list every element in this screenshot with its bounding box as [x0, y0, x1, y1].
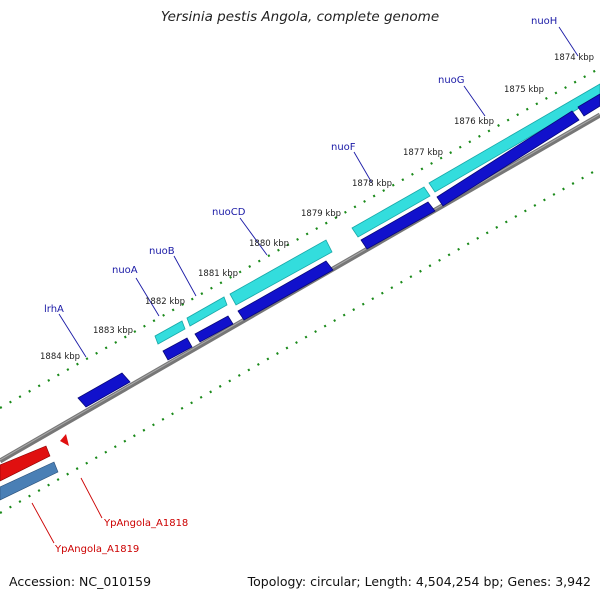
gene-label-lrhA: lrhA: [44, 304, 64, 315]
gene-nuoB-forward: [186, 296, 228, 327]
tick-label-1880: 1880 kbp: [249, 239, 289, 249]
gene-nuoG-block: [436, 110, 580, 207]
map-title: Yersinia pestis Angola, complete genome: [160, 9, 440, 25]
gene-YpAngola_A1819-red: [0, 445, 51, 482]
gene-label-nuoG: nuoG: [438, 75, 465, 86]
tick-label-1878: 1878 kbp: [352, 179, 392, 189]
outer-tick-ring: [0, 67, 600, 409]
gene-label-nuoA: nuoA: [112, 265, 138, 276]
tick-label-1884: 1884 kbp: [40, 352, 80, 362]
tick-label-1881: 1881 kbp: [198, 269, 238, 279]
gene-label-YpAngola_A1819: YpAngola_A1819: [54, 544, 139, 555]
gene-label-nuoF: nuoF: [331, 142, 356, 153]
tick-label-1874: 1874 kbp: [554, 53, 594, 63]
gene-label-nuoH: nuoH: [531, 16, 557, 27]
gene-nuoB-block: [194, 315, 234, 343]
kbp-labels: 1874 kbp 1875 kbp 1876 kbp 1877 kbp 1878…: [40, 53, 594, 362]
gene-label-YpAngola_A1818: YpAngola_A1818: [103, 518, 188, 529]
gene-nuoCD-forward: [229, 239, 333, 306]
gene-nuoA-block: [162, 337, 193, 361]
gene-nuoF-block: [360, 201, 436, 250]
red-gene-track: [0, 434, 69, 501]
tick-label-1875: 1875 kbp: [504, 85, 544, 95]
gene-YpAngola_A1818-red: [60, 434, 69, 446]
gene-lrhA-block: [77, 372, 131, 408]
gene-nuoH-block: [577, 93, 600, 117]
gene-nuoA-forward: [154, 320, 186, 345]
gene-label-nuoB: nuoB: [149, 246, 175, 257]
gene-YpAngola_A1819-steel: [0, 461, 59, 501]
red-leader-lines: [31, 477, 103, 544]
gene-nuoCD-block: [237, 260, 334, 321]
leader-lines: [58, 26, 579, 358]
blue-gene-track: [77, 93, 600, 408]
tick-label-1879: 1879 kbp: [301, 209, 341, 219]
gene-nuoG-forward: [428, 83, 600, 193]
inner-tick-ring: [0, 167, 600, 514]
accession-text: Accession: NC_010159: [9, 574, 152, 589]
tick-label-1882: 1882 kbp: [145, 297, 185, 307]
cyan-gene-track: [154, 83, 600, 345]
tick-label-1883: 1883 kbp: [93, 326, 133, 336]
tick-label-1877: 1877 kbp: [403, 148, 443, 158]
tick-label-1876: 1876 kbp: [454, 117, 494, 127]
genome-stats-text: Topology: circular; Length: 4,504,254 bp…: [247, 574, 591, 589]
gene-nuoF-forward: [351, 186, 431, 238]
gene-label-nuoCD: nuoCD: [212, 207, 246, 218]
gene-labels: nuoH nuoG nuoF nuoCD nuoB nuoA lrhA YpAn…: [44, 16, 557, 555]
